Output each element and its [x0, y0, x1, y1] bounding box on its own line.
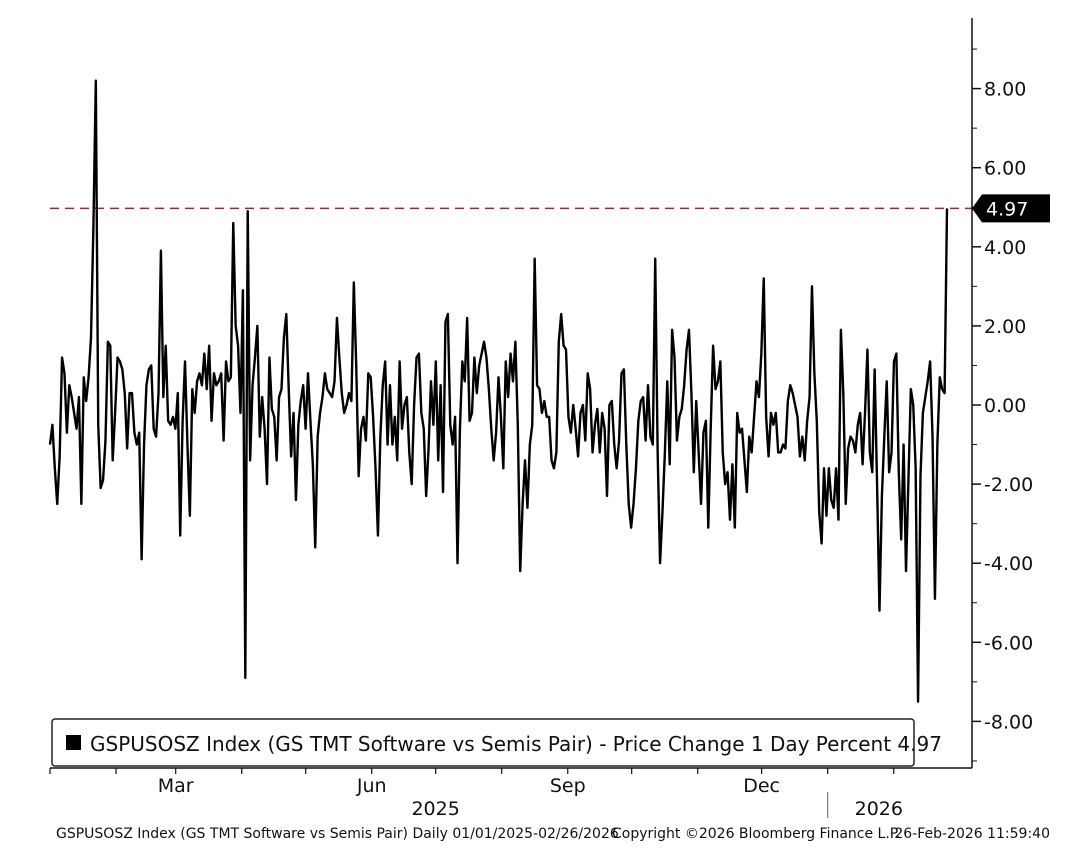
last-value-label: 4.97 — [986, 198, 1028, 220]
legend-swatch — [66, 735, 81, 750]
y-tick-label: 2.00 — [984, 316, 1026, 338]
footer-timestamp: 26-Feb-2026 11:59:40 — [894, 826, 1050, 842]
y-tick-label: 0.00 — [984, 395, 1026, 417]
legend: GSPUSOSZ Index (GS TMT Software vs Semis… — [51, 718, 942, 767]
x-tick-label: Sep — [550, 775, 586, 797]
y-tick-label: 4.00 — [984, 237, 1026, 259]
x-axis: Mar Jun Sep Dec 2025 2026 — [49, 767, 972, 820]
footer-copyright: Copyright ©2026 Bloomberg Finance L.P. — [612, 826, 901, 842]
x-tick-label: Mar — [158, 775, 194, 797]
series-line — [48, 79, 949, 703]
y-axis: 8.00 6.00 4.00 2.00 0.00 -2.00 -4.00 -6.00 -8.00… — [971, 18, 1050, 768]
y-tick-label: -2.00 — [984, 474, 1033, 496]
x-tick-label: Dec — [743, 775, 780, 797]
y-tick-label: 8.00 — [984, 79, 1026, 101]
y-tick-label: 6.00 — [984, 158, 1026, 180]
x-tick-label: Jun — [356, 775, 387, 797]
plot-area — [48, 79, 972, 703]
y-tick-label: -6.00 — [984, 632, 1033, 654]
legend-label: GSPUSOSZ Index (GS TMT Software vs Semis… — [90, 732, 942, 756]
x-year-label: 2026 — [855, 798, 903, 820]
footer: GSPUSOSZ Index (GS TMT Software vs Semis… — [56, 826, 1050, 842]
x-year-label: 2025 — [411, 798, 459, 820]
last-value-callout — [972, 194, 1050, 223]
footer-description: GSPUSOSZ Index (GS TMT Software vs Semis… — [56, 826, 619, 842]
y-tick-label: -4.00 — [984, 553, 1033, 575]
legend-box — [51, 718, 915, 767]
y-tick-label: -8.00 — [984, 711, 1033, 733]
